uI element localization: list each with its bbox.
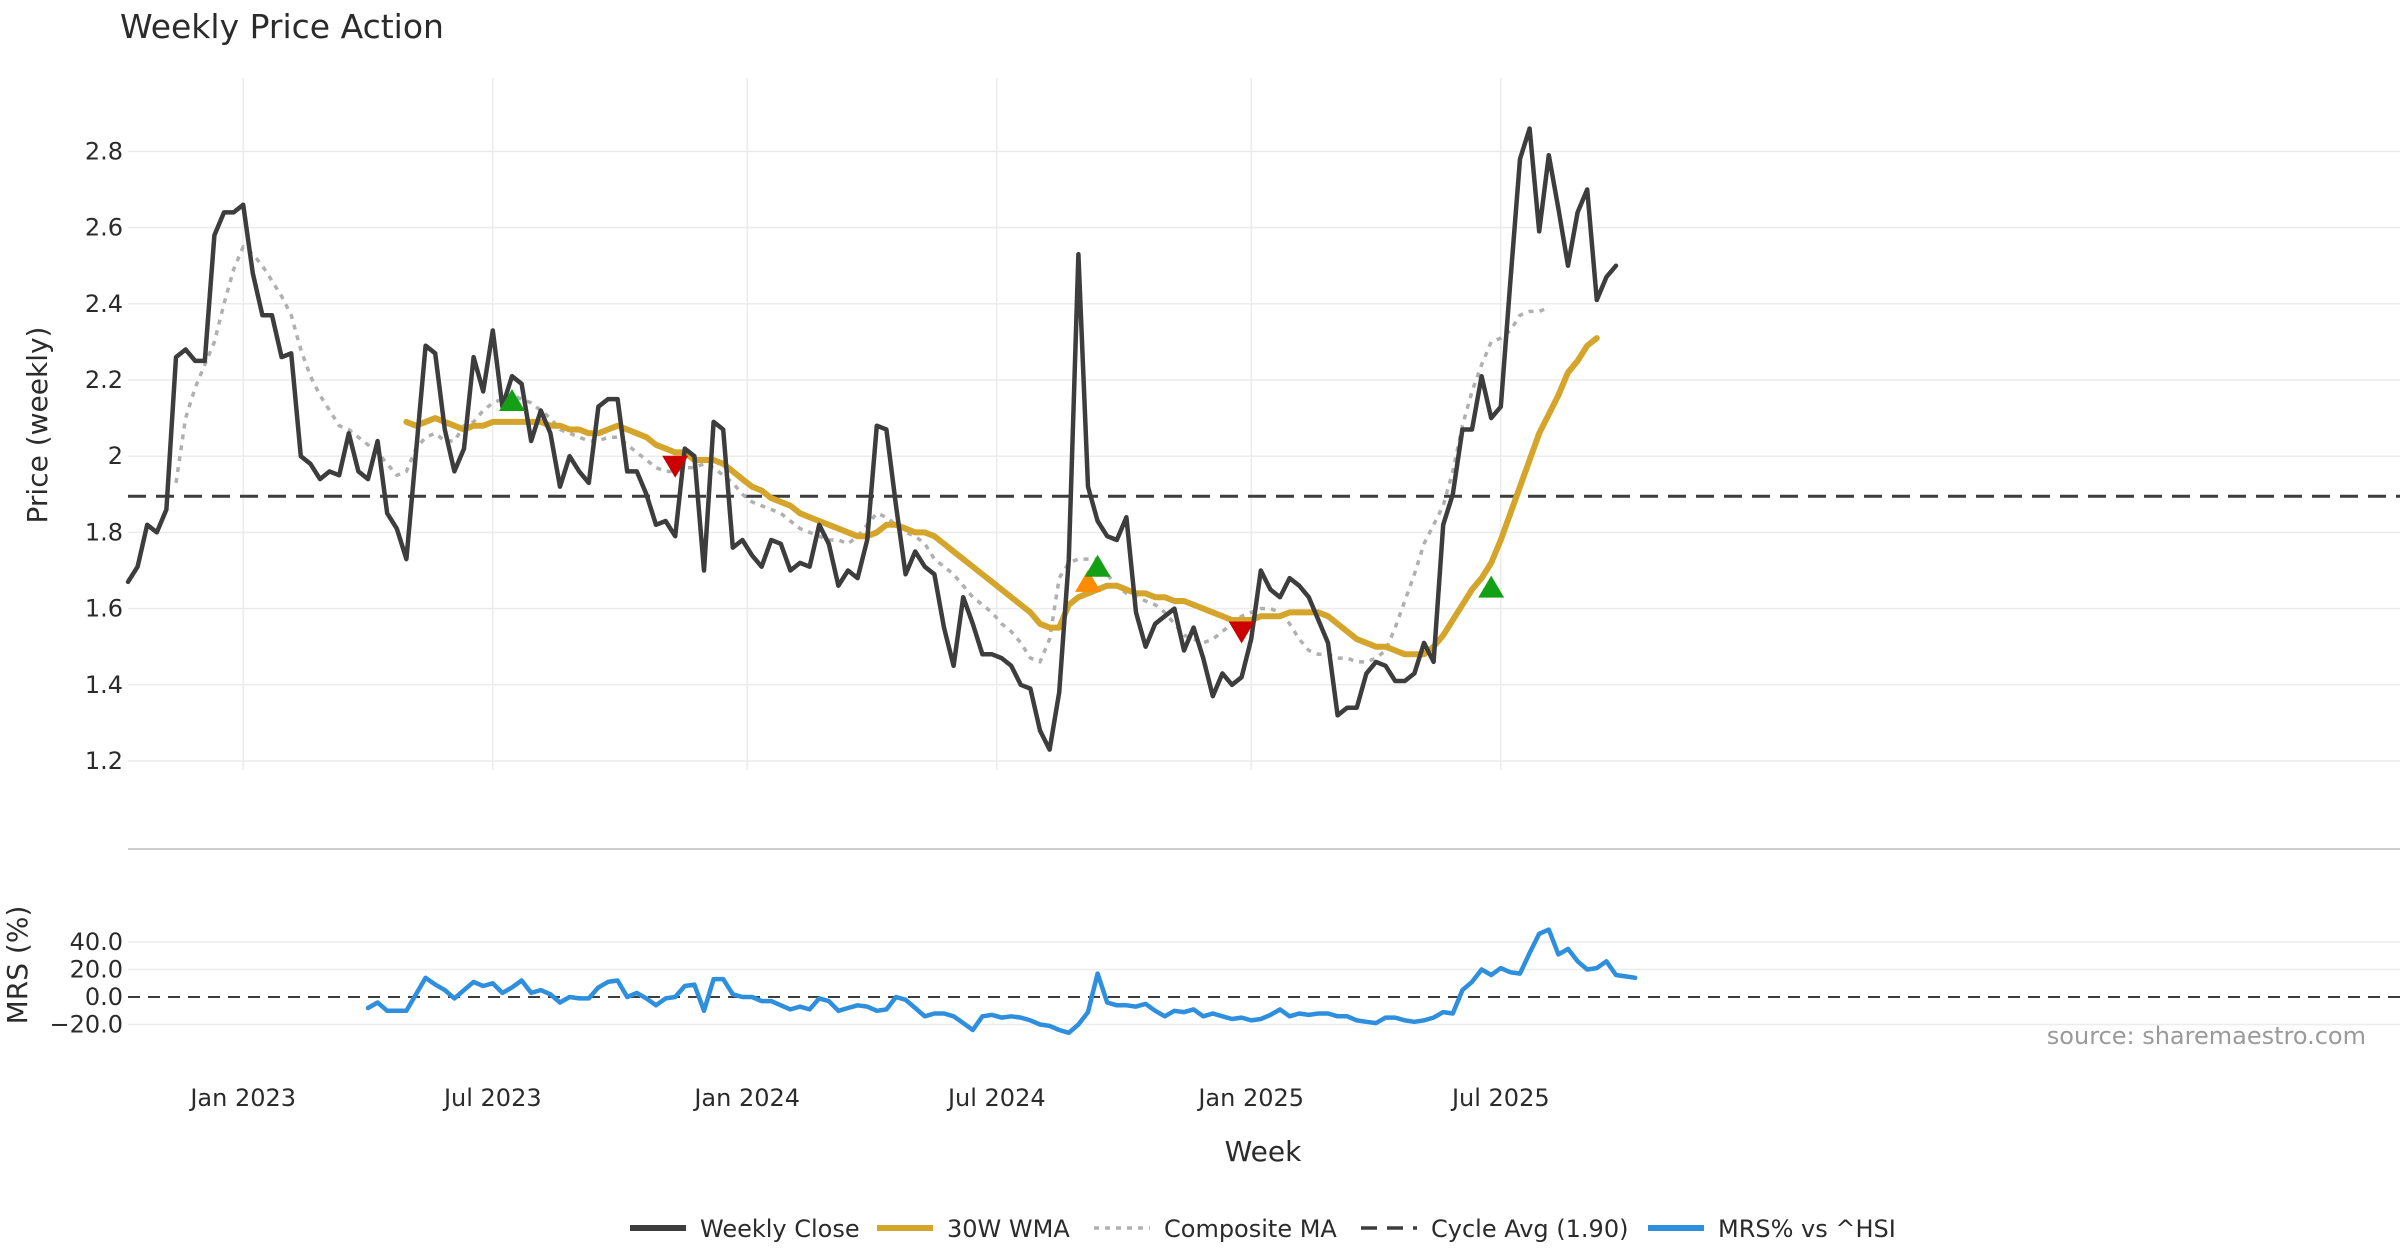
price-series-group [125, 126, 1619, 752]
legend-label: Cycle Avg (1.90) [1431, 1215, 1628, 1243]
price-y-tick-label: 2.6 [85, 214, 123, 242]
series-composite-ma [174, 244, 1550, 664]
x-tick-label: Jul 2025 [1450, 1084, 1550, 1112]
price-y-tick-label: 1.4 [85, 671, 123, 699]
price-y-tick-label: 2 [108, 442, 123, 470]
mrs-y-axis-label: MRS (%) [1, 906, 34, 1025]
price-y-tick-label: 2.4 [85, 290, 123, 318]
signal-markers [499, 388, 1505, 644]
mrs-series-group [365, 927, 1638, 1036]
x-axis-ticks: Jan 2023 Jul 2023 Jan 2024 Jul 2024 Jan 2025… [188, 1084, 1549, 1112]
price-y-tick-label: 2.8 [85, 137, 123, 165]
legend-label: Weekly Close [700, 1215, 860, 1243]
x-tick-label: Jan 2025 [1196, 1084, 1304, 1112]
x-tick-label: Jul 2024 [946, 1084, 1046, 1112]
price-panel: 1.2 1.4 1.6 1.8 2 2.2 2.4 2.6 2.8 Price (weekly) [21, 78, 2400, 775]
series-mrs-vs-hsi [365, 927, 1638, 1036]
mrs-y-ticks: −20.00.020.040.0 [49, 928, 123, 1039]
price-y-tick-label: 1.8 [85, 518, 123, 546]
x-tick-label: Jan 2024 [692, 1084, 800, 1112]
series-weekly-close [125, 126, 1619, 752]
chart-title: Weekly Price Action [120, 7, 444, 46]
mrs-y-tick-label: −20.0 [49, 1011, 123, 1039]
marker-buy [1478, 575, 1505, 598]
price-y-ticks: 1.2 1.4 1.6 1.8 2 2.2 2.4 2.6 2.8 [85, 137, 123, 775]
legend: Weekly Close 30W WMA Composite MA Cycle Avg… [630, 1215, 1896, 1243]
marker-buy [499, 388, 525, 411]
source-note: source: sharemaestro.com [2047, 1022, 2366, 1050]
price-y-tick-label: 1.6 [85, 595, 123, 623]
price-y-tick-label: 2.2 [85, 366, 123, 394]
x-axis-label: Week [1225, 1135, 1302, 1168]
marker-buy [1084, 554, 1111, 577]
mrs-panel: −20.00.020.040.0 MRS (%) source: sharema… [1, 848, 2400, 1050]
marker-buy-alt [1075, 569, 1101, 592]
mrs-y-tick-label: 20.0 [70, 956, 123, 984]
legend-label: Composite MA [1164, 1215, 1337, 1243]
price-y-tick-label: 1.2 [85, 747, 123, 775]
marker-sell [662, 455, 689, 478]
x-tick-label: Jan 2023 [188, 1084, 296, 1112]
x-tick-label: Jul 2023 [442, 1084, 542, 1112]
price-gridlines [128, 78, 2400, 770]
marker-sell [1228, 621, 1255, 644]
legend-label: 30W WMA [947, 1215, 1070, 1243]
mrs-y-tick-label: 40.0 [70, 928, 123, 956]
legend-label: MRS% vs ^HSI [1718, 1215, 1896, 1243]
series-30w-wma [403, 335, 1600, 658]
price-y-axis-label: Price (weekly) [21, 327, 54, 524]
mrs-y-tick-label: 0.0 [85, 983, 123, 1011]
mrs-gridlines [128, 941, 2400, 1026]
